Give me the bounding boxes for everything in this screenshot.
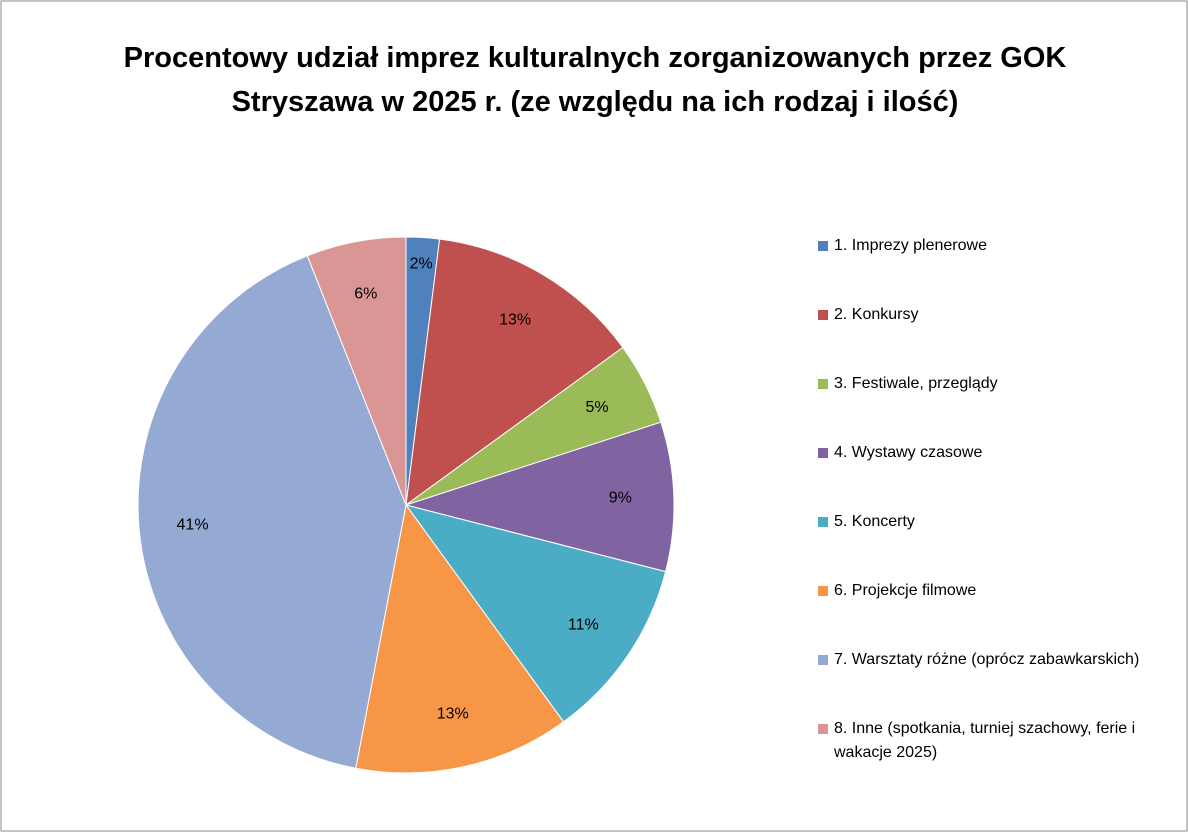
data-label: 5%	[585, 399, 608, 416]
legend-label: 1. Imprezy plenerowe	[834, 237, 987, 254]
legend-swatch	[818, 241, 828, 251]
pie-slice	[137, 255, 407, 769]
data-label: 13%	[499, 312, 531, 329]
legend-item: 5. Koncerty	[818, 510, 1178, 534]
legend-swatch	[818, 655, 828, 665]
legend-swatch	[818, 379, 828, 389]
legend-swatch	[818, 310, 828, 320]
data-label: 13%	[437, 705, 469, 722]
legend-swatch	[818, 724, 828, 734]
legend-item: 1. Imprezy plenerowe	[818, 234, 1178, 258]
pie-slice	[404, 421, 675, 573]
legend-item: 3. Festiwale, przeglądy	[818, 372, 1178, 396]
legend-swatch	[818, 517, 828, 527]
legend-label: 7. Warsztaty różne (oprócz zabawkarskich…	[834, 651, 1140, 668]
legend-swatch	[818, 448, 828, 458]
legend-item: 4. Wystawy czasowe	[818, 441, 1178, 465]
pie-slice	[355, 503, 565, 774]
pie-slice	[404, 504, 667, 723]
legend-item: 7. Warsztaty różne (oprócz zabawkarskich…	[818, 648, 1178, 672]
legend-label: 2. Konkursy	[834, 306, 919, 323]
legend-label: 8. Inne (spotkania, turniej szachowy, fe…	[834, 720, 1136, 761]
legend-label: 3. Festiwale, przeglądy	[834, 375, 998, 392]
legend-label: 6. Projekcje filmowe	[834, 582, 977, 599]
legend-item: 6. Projekcje filmowe	[818, 579, 1178, 603]
legend-item: 2. Konkursy	[818, 303, 1178, 327]
data-label: 11%	[568, 617, 599, 634]
data-label: 6%	[354, 286, 377, 303]
data-label: 41%	[177, 516, 209, 533]
data-label: 9%	[609, 489, 632, 506]
legend-label: 4. Wystawy czasowe	[834, 444, 983, 461]
legend-item: 8. Inne (spotkania, turniej szachowy, fe…	[818, 717, 1178, 765]
chart-title: Procentowy udział imprez kulturalnych zo…	[123, 42, 1067, 118]
legend-label: 5. Koncerty	[834, 513, 915, 530]
data-label: 2%	[410, 255, 433, 272]
pie-slice	[306, 236, 407, 506]
legend-swatch	[818, 586, 828, 596]
pie-slice	[405, 238, 624, 507]
